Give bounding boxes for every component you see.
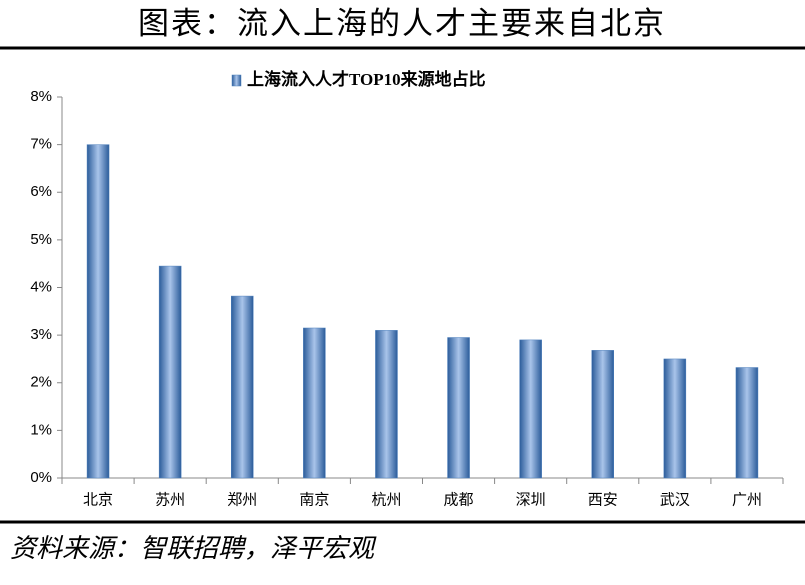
x-tick-label: 广州 <box>732 491 762 508</box>
bar <box>519 339 542 479</box>
x-tick-label: 西安 <box>588 491 618 508</box>
y-tick-label: 1% <box>30 421 52 438</box>
page-title: 图表：流入上海的人才主要来自北京 <box>138 6 666 41</box>
y-tick-label: 4% <box>30 278 52 295</box>
y-tick-label: 8% <box>30 88 52 105</box>
source-note: 资料来源：智联招聘，泽平宏观 <box>10 534 377 563</box>
x-tick-label: 深圳 <box>516 491 546 508</box>
bar <box>447 337 470 479</box>
bar <box>375 330 398 479</box>
x-tick-label: 南京 <box>299 491 329 508</box>
bar <box>735 367 759 479</box>
bar <box>303 327 326 479</box>
x-tick-label: 郑州 <box>227 491 257 508</box>
y-tick-label: 3% <box>30 326 52 343</box>
y-tick-label: 7% <box>30 136 52 153</box>
y-tick-label: 6% <box>30 183 52 200</box>
y-tick-label: 0% <box>30 469 52 486</box>
bar <box>663 358 687 479</box>
bar <box>158 265 182 479</box>
bar <box>231 295 254 479</box>
y-tick-label: 5% <box>30 231 52 248</box>
y-tick-label: 2% <box>30 374 52 391</box>
x-tick-label: 武汉 <box>660 491 690 508</box>
x-tick-label: 苏州 <box>155 491 185 508</box>
bar <box>591 350 614 479</box>
bar <box>86 144 110 479</box>
x-tick-label: 杭州 <box>371 491 401 508</box>
legend-marker <box>231 74 242 87</box>
x-tick-label: 成都 <box>444 491 474 508</box>
legend-label: 上海流入人才TOP10来源地占比 <box>247 69 486 89</box>
x-tick-label: 北京 <box>83 491 113 508</box>
